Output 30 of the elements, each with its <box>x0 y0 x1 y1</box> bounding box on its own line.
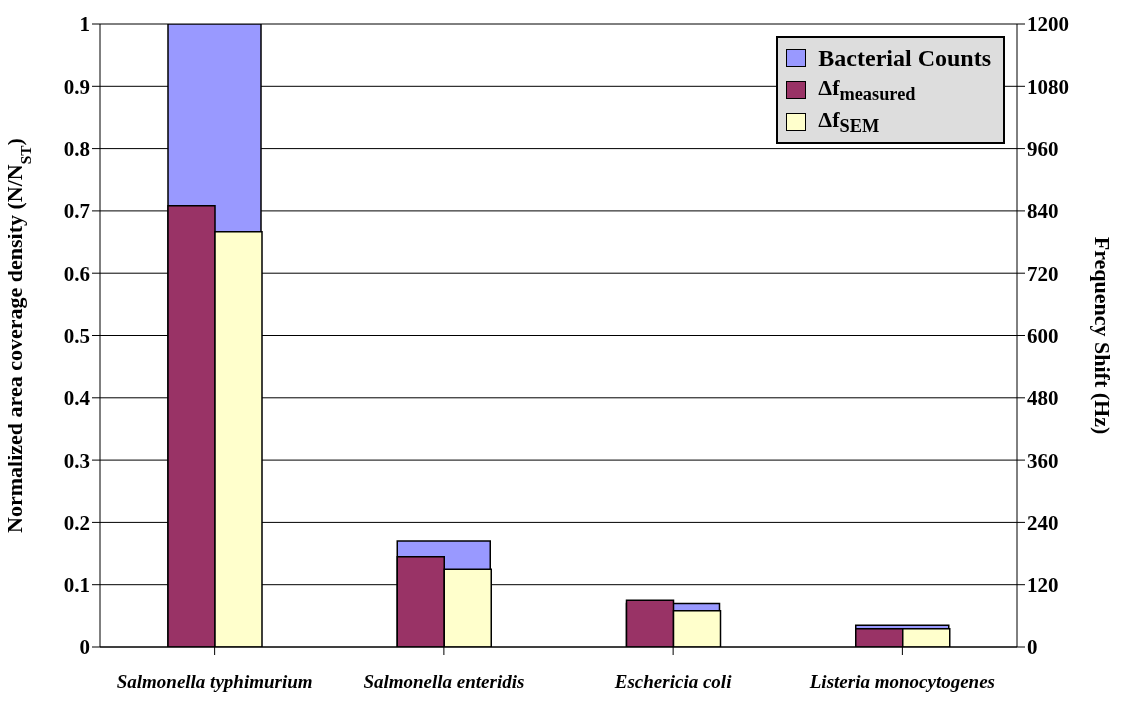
legend-label: Δf$_{measured}$ <box>818 74 916 106</box>
y-tick-label: 0 <box>79 635 90 660</box>
x-tick-label: Salmonella enteridis <box>363 671 525 693</box>
y2-tick-label: 1080 <box>1027 74 1069 99</box>
y2-tick-label: 120 <box>1027 573 1059 598</box>
y2-tick-label: 1200 <box>1027 12 1069 37</box>
y2-tick-label: 480 <box>1027 386 1059 411</box>
x-tick-label: Salmonella typhimurium <box>116 671 313 693</box>
y-tick-label: 0.8 <box>63 137 90 162</box>
y2-tick-label: 240 <box>1027 510 1059 535</box>
y-tick-label: 1 <box>79 12 90 37</box>
y2-tick-label: 840 <box>1027 199 1059 224</box>
y-tick-label: 0.7 <box>63 199 90 224</box>
y2-tick-label: 0 <box>1027 635 1038 660</box>
y-tick-label: 0.9 <box>63 74 90 99</box>
y-tick-label: 0.5 <box>63 323 90 348</box>
y2-tick-label: 360 <box>1027 448 1059 473</box>
y-tick-label: 0.4 <box>63 386 91 411</box>
legend-label: Bacterial Counts <box>818 44 991 72</box>
y-tick-label: 0.3 <box>63 448 90 473</box>
y2-axis-title: Frequency Shift (Hz) <box>1090 236 1115 435</box>
y-tick-label: 0.6 <box>63 261 90 286</box>
x-tick-label: Listeria monocytogenes <box>808 671 995 693</box>
y2-tick-label: 960 <box>1027 137 1059 162</box>
x-tick-label: Eschericia coli <box>613 671 733 693</box>
y-tick-label: 0.1 <box>63 573 90 598</box>
legend-label: Δf$_{SEM}$ <box>818 106 880 138</box>
y2-tick-label: 600 <box>1027 323 1059 348</box>
y-tick-label: 0.2 <box>63 510 90 535</box>
y2-tick-label: 720 <box>1027 261 1059 286</box>
